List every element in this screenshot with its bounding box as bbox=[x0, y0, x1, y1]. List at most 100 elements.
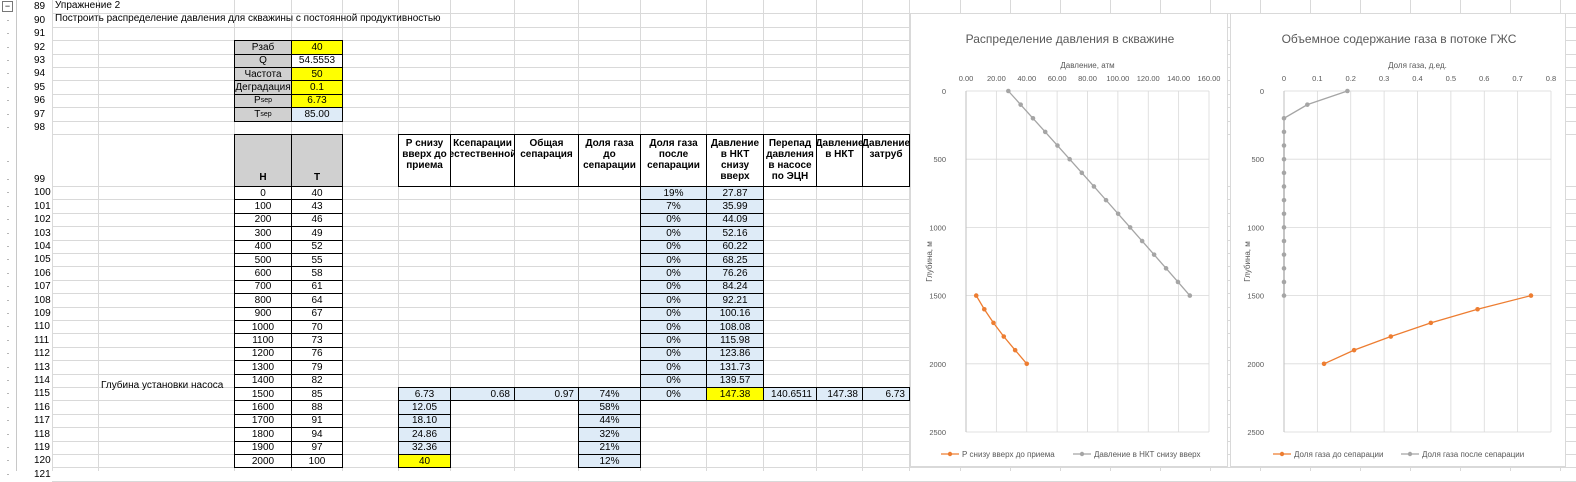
header-p-up[interactable]: Р снизу вверх до приема bbox=[398, 134, 451, 187]
row-number[interactable]: 114 bbox=[34, 375, 50, 386]
data-point[interactable] bbox=[1024, 361, 1030, 367]
data-point[interactable] bbox=[1151, 252, 1157, 257]
legend-entry[interactable]: Р снизу вверх до приема bbox=[962, 450, 1055, 459]
data-point[interactable] bbox=[1281, 293, 1287, 298]
cell-gas-before[interactable]: 58% bbox=[578, 400, 641, 415]
cell-gas-after[interactable]: 19% bbox=[640, 186, 707, 201]
header-total-sep[interactable]: Общая сепарация bbox=[514, 134, 579, 187]
cell-p-nkt[interactable]: 115.98 bbox=[706, 333, 764, 348]
cell-gas-before[interactable]: 12% bbox=[578, 454, 641, 469]
row-number[interactable]: 98 bbox=[34, 122, 46, 133]
cell-p-nkt[interactable]: 108.08 bbox=[706, 320, 764, 335]
cell-T[interactable]: 85 bbox=[291, 387, 343, 402]
cell-p-annulus[interactable]: 6.73 bbox=[862, 387, 910, 402]
data-point[interactable] bbox=[1351, 347, 1357, 353]
sheet-subtitle[interactable]: Построить распределение давления для скв… bbox=[55, 13, 441, 24]
data-point[interactable] bbox=[1006, 88, 1011, 94]
param-label[interactable]: Частота bbox=[234, 67, 292, 82]
data-point[interactable] bbox=[1018, 102, 1023, 107]
cell-p-nkt[interactable]: 92.21 bbox=[706, 293, 764, 308]
cell-T[interactable]: 43 bbox=[291, 199, 343, 214]
cell-p-nkt2[interactable]: 147.38 bbox=[816, 387, 863, 402]
cell-dp-pump[interactable]: 140.6511 bbox=[763, 387, 817, 402]
data-point[interactable] bbox=[1175, 279, 1181, 285]
cell-T[interactable]: 82 bbox=[291, 373, 343, 388]
param-value[interactable]: 6.73 bbox=[291, 93, 343, 109]
row-number[interactable]: 105 bbox=[34, 254, 51, 266]
cell-T[interactable]: 61 bbox=[291, 279, 343, 295]
cell-p-up[interactable]: 32.36 bbox=[398, 440, 451, 455]
legend-entry[interactable]: Доля газа после сепарации bbox=[1422, 450, 1524, 459]
cell-H[interactable]: 600 bbox=[234, 266, 292, 281]
cell-gas-after[interactable]: 0% bbox=[640, 333, 707, 348]
cell-gas-after[interactable]: 0% bbox=[640, 387, 707, 402]
cell-gas-before[interactable]: 32% bbox=[578, 427, 641, 442]
param-label[interactable]: Рзаб bbox=[234, 40, 292, 55]
sheet-title[interactable]: Упражнение 2 bbox=[55, 0, 121, 11]
data-point[interactable] bbox=[1281, 211, 1287, 217]
row-number[interactable]: 116 bbox=[34, 401, 50, 413]
cell-H[interactable]: 2000 bbox=[234, 454, 292, 469]
param-value[interactable]: 54.5553 bbox=[291, 53, 343, 68]
collapse-group-icon[interactable]: − bbox=[2, 1, 13, 12]
cell-p-up[interactable]: 18.10 bbox=[398, 413, 451, 429]
data-point[interactable] bbox=[982, 306, 987, 312]
cell-p-up[interactable]: 6.73 bbox=[398, 387, 451, 402]
row-number[interactable]: 106 bbox=[34, 267, 51, 279]
data-point[interactable] bbox=[1103, 197, 1109, 203]
row-number[interactable]: 117 bbox=[34, 415, 50, 427]
cell-T[interactable]: 46 bbox=[291, 212, 343, 228]
legend-entry[interactable]: Давление в НКТ снизу вверх bbox=[1094, 450, 1201, 459]
data-point[interactable] bbox=[991, 320, 996, 326]
cell-H[interactable]: 1100 bbox=[234, 333, 292, 348]
param-label[interactable]: Q bbox=[234, 53, 292, 68]
cell-gas-after[interactable]: 0% bbox=[640, 346, 707, 362]
row-number[interactable]: 93 bbox=[34, 55, 46, 66]
pressure-chart[interactable]: Распределение давления в скважине Давлени… bbox=[910, 13, 1228, 467]
cell-H[interactable]: 900 bbox=[234, 306, 292, 321]
cell-T[interactable]: 94 bbox=[291, 427, 343, 442]
cell-p-nkt[interactable]: 131.73 bbox=[706, 360, 764, 375]
cell-T[interactable]: 76 bbox=[291, 346, 343, 362]
header-T[interactable]: T bbox=[291, 134, 343, 187]
cell-p-nkt[interactable]: 35.99 bbox=[706, 199, 764, 214]
cell-gas-after[interactable]: 0% bbox=[640, 306, 707, 321]
row-number[interactable]: 100 bbox=[34, 187, 51, 199]
cell-gas-after[interactable]: 0% bbox=[640, 226, 707, 241]
cell-T[interactable]: 88 bbox=[291, 400, 343, 415]
cell-p-nkt[interactable]: 76.26 bbox=[706, 266, 764, 281]
header-p-annulus[interactable]: Давление затруб bbox=[862, 134, 910, 187]
cell-T[interactable]: 49 bbox=[291, 226, 343, 241]
data-point[interactable] bbox=[1345, 88, 1350, 94]
data-point[interactable] bbox=[1042, 129, 1048, 135]
cell-H[interactable]: 100 bbox=[234, 199, 292, 214]
cell-ksep[interactable]: 0.68 bbox=[450, 387, 515, 402]
cell-T[interactable]: 79 bbox=[291, 360, 343, 375]
cell-gas-after[interactable]: 0% bbox=[640, 239, 707, 254]
row-number[interactable]: 90 bbox=[34, 14, 46, 26]
data-point[interactable] bbox=[1163, 266, 1169, 271]
data-point[interactable] bbox=[1281, 279, 1287, 285]
data-point[interactable] bbox=[1139, 238, 1145, 244]
cell-p-nkt[interactable]: 123.86 bbox=[706, 346, 764, 362]
cell-p-nkt[interactable]: 27.87 bbox=[706, 186, 764, 201]
row-number[interactable]: 89 bbox=[34, 1, 46, 13]
cell-T[interactable]: 97 bbox=[291, 440, 343, 455]
data-point[interactable] bbox=[1281, 115, 1287, 121]
data-point[interactable] bbox=[1475, 306, 1480, 312]
param-label[interactable]: Деградация bbox=[234, 80, 292, 95]
data-point[interactable] bbox=[1281, 225, 1287, 230]
cell-p-up[interactable]: 40 bbox=[398, 454, 451, 469]
row-number[interactable]: 92 bbox=[34, 41, 46, 53]
cell-H[interactable]: 1600 bbox=[234, 400, 292, 415]
data-point[interactable] bbox=[1321, 361, 1327, 367]
cell-H[interactable]: 700 bbox=[234, 279, 292, 295]
row-number[interactable]: 121 bbox=[34, 468, 51, 480]
param-value[interactable]: 40 bbox=[291, 40, 343, 55]
row-number[interactable]: 108 bbox=[34, 294, 51, 306]
gas-fraction-chart[interactable]: Объемное содержание газа в потоке ГЖС Дол… bbox=[1230, 13, 1566, 467]
data-point[interactable] bbox=[1012, 347, 1018, 353]
cell-p-up[interactable]: 24.86 bbox=[398, 427, 451, 442]
